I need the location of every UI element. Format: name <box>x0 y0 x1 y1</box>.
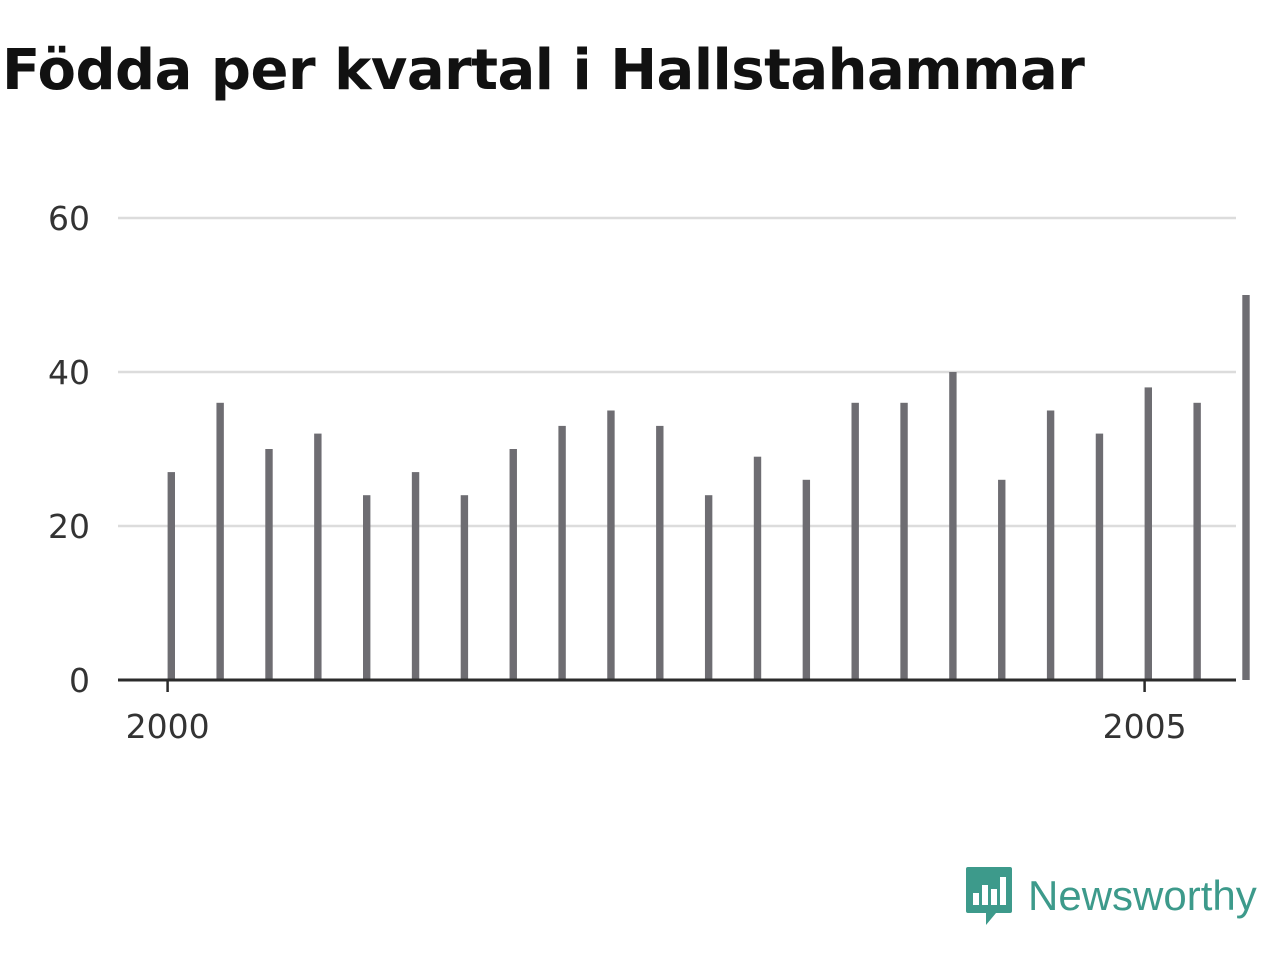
x-tick-labels: 200020052010201520202025 <box>126 707 1187 746</box>
bar <box>656 425 664 680</box>
bar <box>704 495 713 680</box>
bar <box>900 402 908 680</box>
bar <box>558 425 566 680</box>
axes <box>118 678 1236 692</box>
y-tick-labels: 0 20 40 60 <box>48 199 90 700</box>
newsworthy-logo-icon <box>966 867 1012 925</box>
y-tick-label: 60 <box>48 199 90 238</box>
x-tick-label: 2000 <box>126 707 210 746</box>
bar <box>265 449 273 680</box>
brand-name: Newsworthy <box>1028 872 1257 919</box>
bar <box>460 495 469 680</box>
bar <box>363 495 371 680</box>
bar <box>802 479 811 680</box>
bar <box>851 402 859 680</box>
y-tick-label: 20 <box>48 507 90 546</box>
gridlines <box>118 216 1236 528</box>
chart-title: Födda per kvartal i Hallstahammar <box>2 38 1085 103</box>
bar <box>1193 402 1201 680</box>
bar <box>314 433 322 680</box>
bar <box>949 372 957 680</box>
bar <box>1144 387 1152 680</box>
bar <box>1095 433 1104 680</box>
bar <box>607 410 615 680</box>
bar <box>509 449 517 680</box>
y-tick-label: 40 <box>48 353 90 392</box>
bar <box>1046 410 1055 680</box>
bar <box>411 472 420 680</box>
x-tick-label: 2005 <box>1103 707 1187 746</box>
bar <box>753 456 762 680</box>
bars <box>167 295 1250 680</box>
bar <box>167 472 175 680</box>
bar <box>216 402 224 680</box>
bar <box>998 479 1006 680</box>
brand-logo: Newsworthy <box>964 864 1257 928</box>
y-tick-label: 0 <box>69 661 90 700</box>
bar <box>1242 295 1250 680</box>
